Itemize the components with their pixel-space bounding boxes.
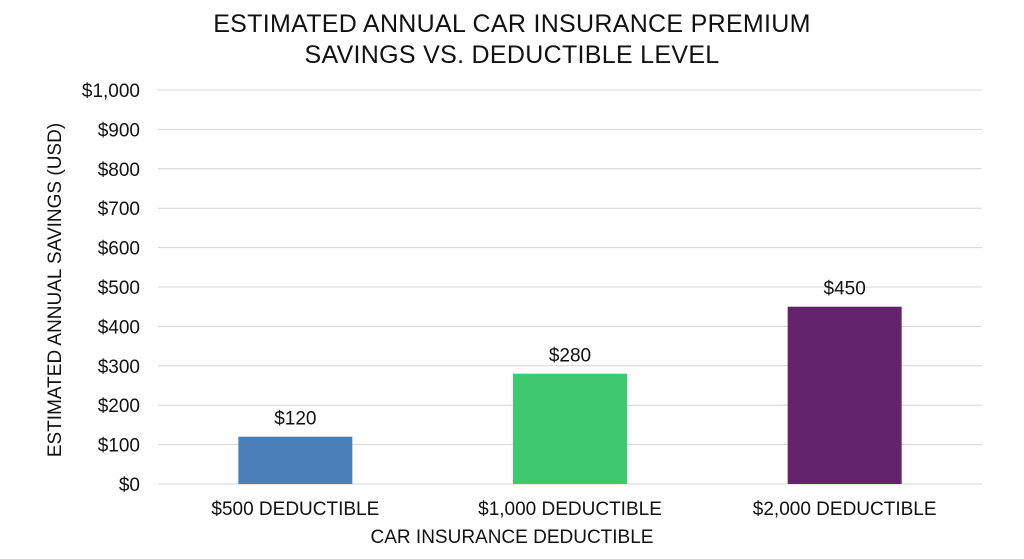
y-tick-label: $1,000 xyxy=(82,81,140,102)
y-tick-label: $500 xyxy=(98,278,140,299)
y-tick-label: $700 xyxy=(98,199,140,220)
bars xyxy=(238,306,902,484)
x-category-label: $1,000 DEDUCTIBLE xyxy=(478,499,662,520)
data-label: $280 xyxy=(549,346,591,367)
y-tick-label: $0 xyxy=(119,475,140,496)
y-tick-label: $300 xyxy=(98,357,140,378)
x-axis-label: CAR INSURANCE DEDUCTIBLE xyxy=(370,527,654,548)
y-tick-label: $800 xyxy=(98,160,140,181)
data-labels: $120 $280 $450 xyxy=(274,279,866,430)
bar xyxy=(238,436,353,484)
chart-title-line-1: ESTIMATED ANNUAL CAR INSURANCE PREMIUM xyxy=(213,10,811,38)
bar xyxy=(787,306,902,484)
x-axis-categories: $500 DEDUCTIBLE $1,000 DEDUCTIBLE $2,000 D… xyxy=(211,499,936,520)
y-tick-label: $900 xyxy=(98,120,140,141)
y-tick-label: $100 xyxy=(98,436,140,457)
y-tick-label: $400 xyxy=(98,317,140,338)
data-label: $450 xyxy=(824,279,866,300)
bar xyxy=(513,373,627,484)
y-tick-label: $200 xyxy=(98,396,140,417)
y-axis-ticks: $0 $100 $200 $300 $400 $500 $600 $700 $800 $900 $1… xyxy=(82,81,140,496)
x-category-label: $2,000 DEDUCTIBLE xyxy=(753,499,937,520)
chart-title-line-2: SAVINGS VS. DEDUCTIBLE LEVEL xyxy=(304,41,720,69)
x-category-label: $500 DEDUCTIBLE xyxy=(211,499,379,520)
data-label: $120 xyxy=(274,409,316,430)
y-tick-label: $600 xyxy=(98,239,140,260)
